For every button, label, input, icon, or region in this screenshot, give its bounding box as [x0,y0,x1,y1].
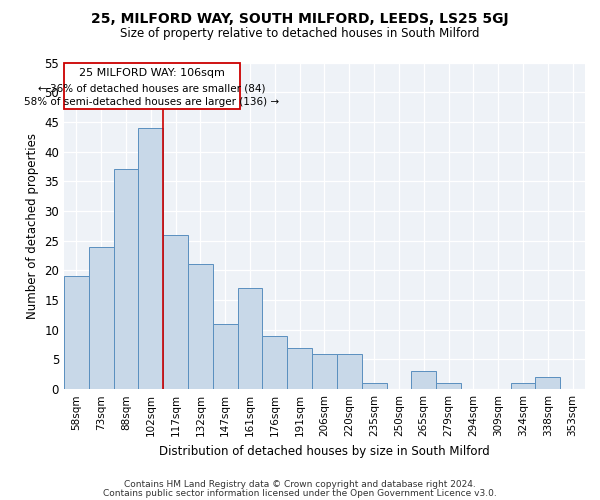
Bar [213,324,238,389]
X-axis label: Distribution of detached houses by size in South Milford: Distribution of detached houses by size … [159,444,490,458]
Bar [535,378,560,389]
Y-axis label: Number of detached properties: Number of detached properties [26,133,38,319]
Bar [362,383,386,389]
Bar [238,288,262,389]
Bar [113,170,139,389]
Bar [287,348,312,389]
Bar [64,62,240,109]
Bar [89,246,113,389]
Text: 58% of semi-detached houses are larger (136) →: 58% of semi-detached houses are larger (… [25,97,280,107]
Text: Size of property relative to detached houses in South Milford: Size of property relative to detached ho… [120,28,480,40]
Text: Contains HM Land Registry data © Crown copyright and database right 2024.: Contains HM Land Registry data © Crown c… [124,480,476,489]
Text: 25, MILFORD WAY, SOUTH MILFORD, LEEDS, LS25 5GJ: 25, MILFORD WAY, SOUTH MILFORD, LEEDS, L… [91,12,509,26]
Bar [337,354,362,389]
Bar [412,372,436,389]
Text: 25 MILFORD WAY: 106sqm: 25 MILFORD WAY: 106sqm [79,68,225,78]
Bar [436,383,461,389]
Bar [188,264,213,389]
Bar [64,276,89,389]
Text: ← 36% of detached houses are smaller (84): ← 36% of detached houses are smaller (84… [38,84,266,94]
Text: Contains public sector information licensed under the Open Government Licence v3: Contains public sector information licen… [103,489,497,498]
Bar [139,128,163,389]
Bar [511,383,535,389]
Bar [262,336,287,389]
Bar [163,234,188,389]
Bar [312,354,337,389]
